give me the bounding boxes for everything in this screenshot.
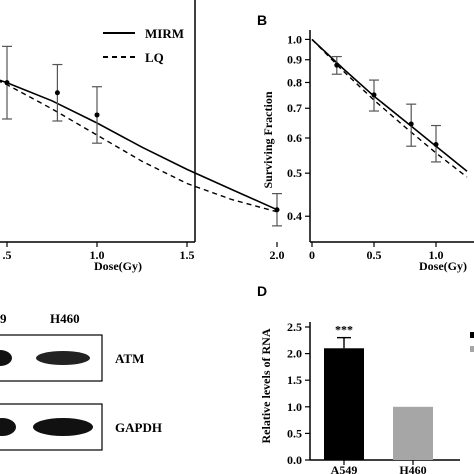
legend-label-mirm: MIRM: [145, 26, 184, 41]
panel-b-y-tick-label: 0.8: [287, 75, 302, 89]
panel-d-y-tick-label: 0.5: [287, 426, 302, 440]
panel-b-data-point: [408, 121, 414, 127]
blot-band-gapdh-lane1: [0, 418, 16, 436]
bar-h460: [393, 406, 433, 460]
panel-b-x-axis-label: Dose(Gy): [419, 259, 467, 273]
panel-b-data-point: [371, 92, 377, 98]
panel-d-y-tick-label: 2.0: [287, 347, 302, 361]
blot-lane-label-h460: H460: [50, 311, 80, 326]
blot-band-atm-lane1: [0, 350, 12, 366]
panel-d-y-tick-label: 0.0: [287, 453, 302, 467]
panel-d-y-tick-label: 2.5: [287, 320, 302, 334]
significance-label: ***: [335, 323, 353, 337]
panel-b-y-tick-label: 0.5: [287, 166, 302, 180]
panel-a-x-tick-label: 2.0: [270, 248, 285, 262]
panel-b-x-tick-label: 0.5: [367, 248, 382, 262]
panel-b-x-tick-label: 1.0: [429, 248, 444, 262]
panel-a-data-point: [54, 90, 60, 96]
panel-d-y-axis-label: Relative levels of RNA: [259, 328, 273, 443]
legend-label-lq: LQ: [145, 50, 164, 65]
panel-a-data-point: [274, 207, 280, 213]
series-line-mirm: [0, 79, 278, 211]
panel-a-chart: .5 1.0 1.5 2.0 Dose(Gy) MIRM LQ: [0, 0, 285, 273]
category-label-a549: A549: [331, 463, 358, 474]
panel-b-series-line-solid: [311, 38, 468, 172]
panel-a-data-point: [94, 112, 100, 118]
blot-band-gapdh-lane2: [33, 418, 93, 436]
panel-a-x-tick-label: 1.5: [180, 248, 195, 262]
panel-a-data-point: [4, 80, 10, 86]
panel-b-y-axis-label: Surviving Fraction: [261, 91, 275, 188]
blot-label-gapdh: GAPDH: [115, 420, 162, 435]
panel-b-y-tick-label: 1.0: [287, 32, 302, 46]
panel-b-y-tick-label: 0.4: [287, 209, 302, 223]
panel-b-y-tick-label: 0.7: [287, 101, 302, 115]
panel-b-data-point: [433, 142, 439, 148]
panel-d-letter: D: [257, 283, 267, 299]
panel-d-y-tick-label: 1.0: [287, 400, 302, 414]
panel-b-chart: B Surviving Fraction 1.0 0.9 0.8 0.7 0.6 0.5 0…: [257, 12, 474, 273]
series-line-lq: [0, 80, 278, 213]
legend-swatch-black: [470, 332, 474, 338]
panel-b-y-tick-label: 0.9: [287, 53, 302, 67]
legend-swatch-grey: [470, 346, 474, 352]
panel-b-x-tick-label: 0: [309, 248, 315, 262]
panel-a-x-tick-label: .5: [3, 248, 12, 262]
blot-label-atm: ATM: [115, 351, 144, 366]
panel-d-y-tick-label: 1.5: [287, 373, 302, 387]
panel-a-x-axis-label: Dose(Gy): [94, 259, 142, 273]
panel-b-y-tick-label: 0.6: [287, 131, 302, 145]
bar-a549: [324, 348, 364, 460]
panel-b-data-point: [334, 62, 340, 68]
category-label-h460: H460: [399, 463, 426, 474]
blot-band-atm-lane2: [36, 351, 90, 365]
panel-b-letter: B: [257, 12, 267, 28]
blot-lane-label-a549: 9: [0, 311, 7, 326]
panel-d-chart: D Relative levels of RNA 0.0 0.5 1.0 1.5 2.0…: [257, 283, 474, 474]
panel-c-blot: 9 H460 ATM GAPDH: [0, 311, 162, 451]
panel-a-x-tick-label: 1.0: [90, 248, 105, 262]
